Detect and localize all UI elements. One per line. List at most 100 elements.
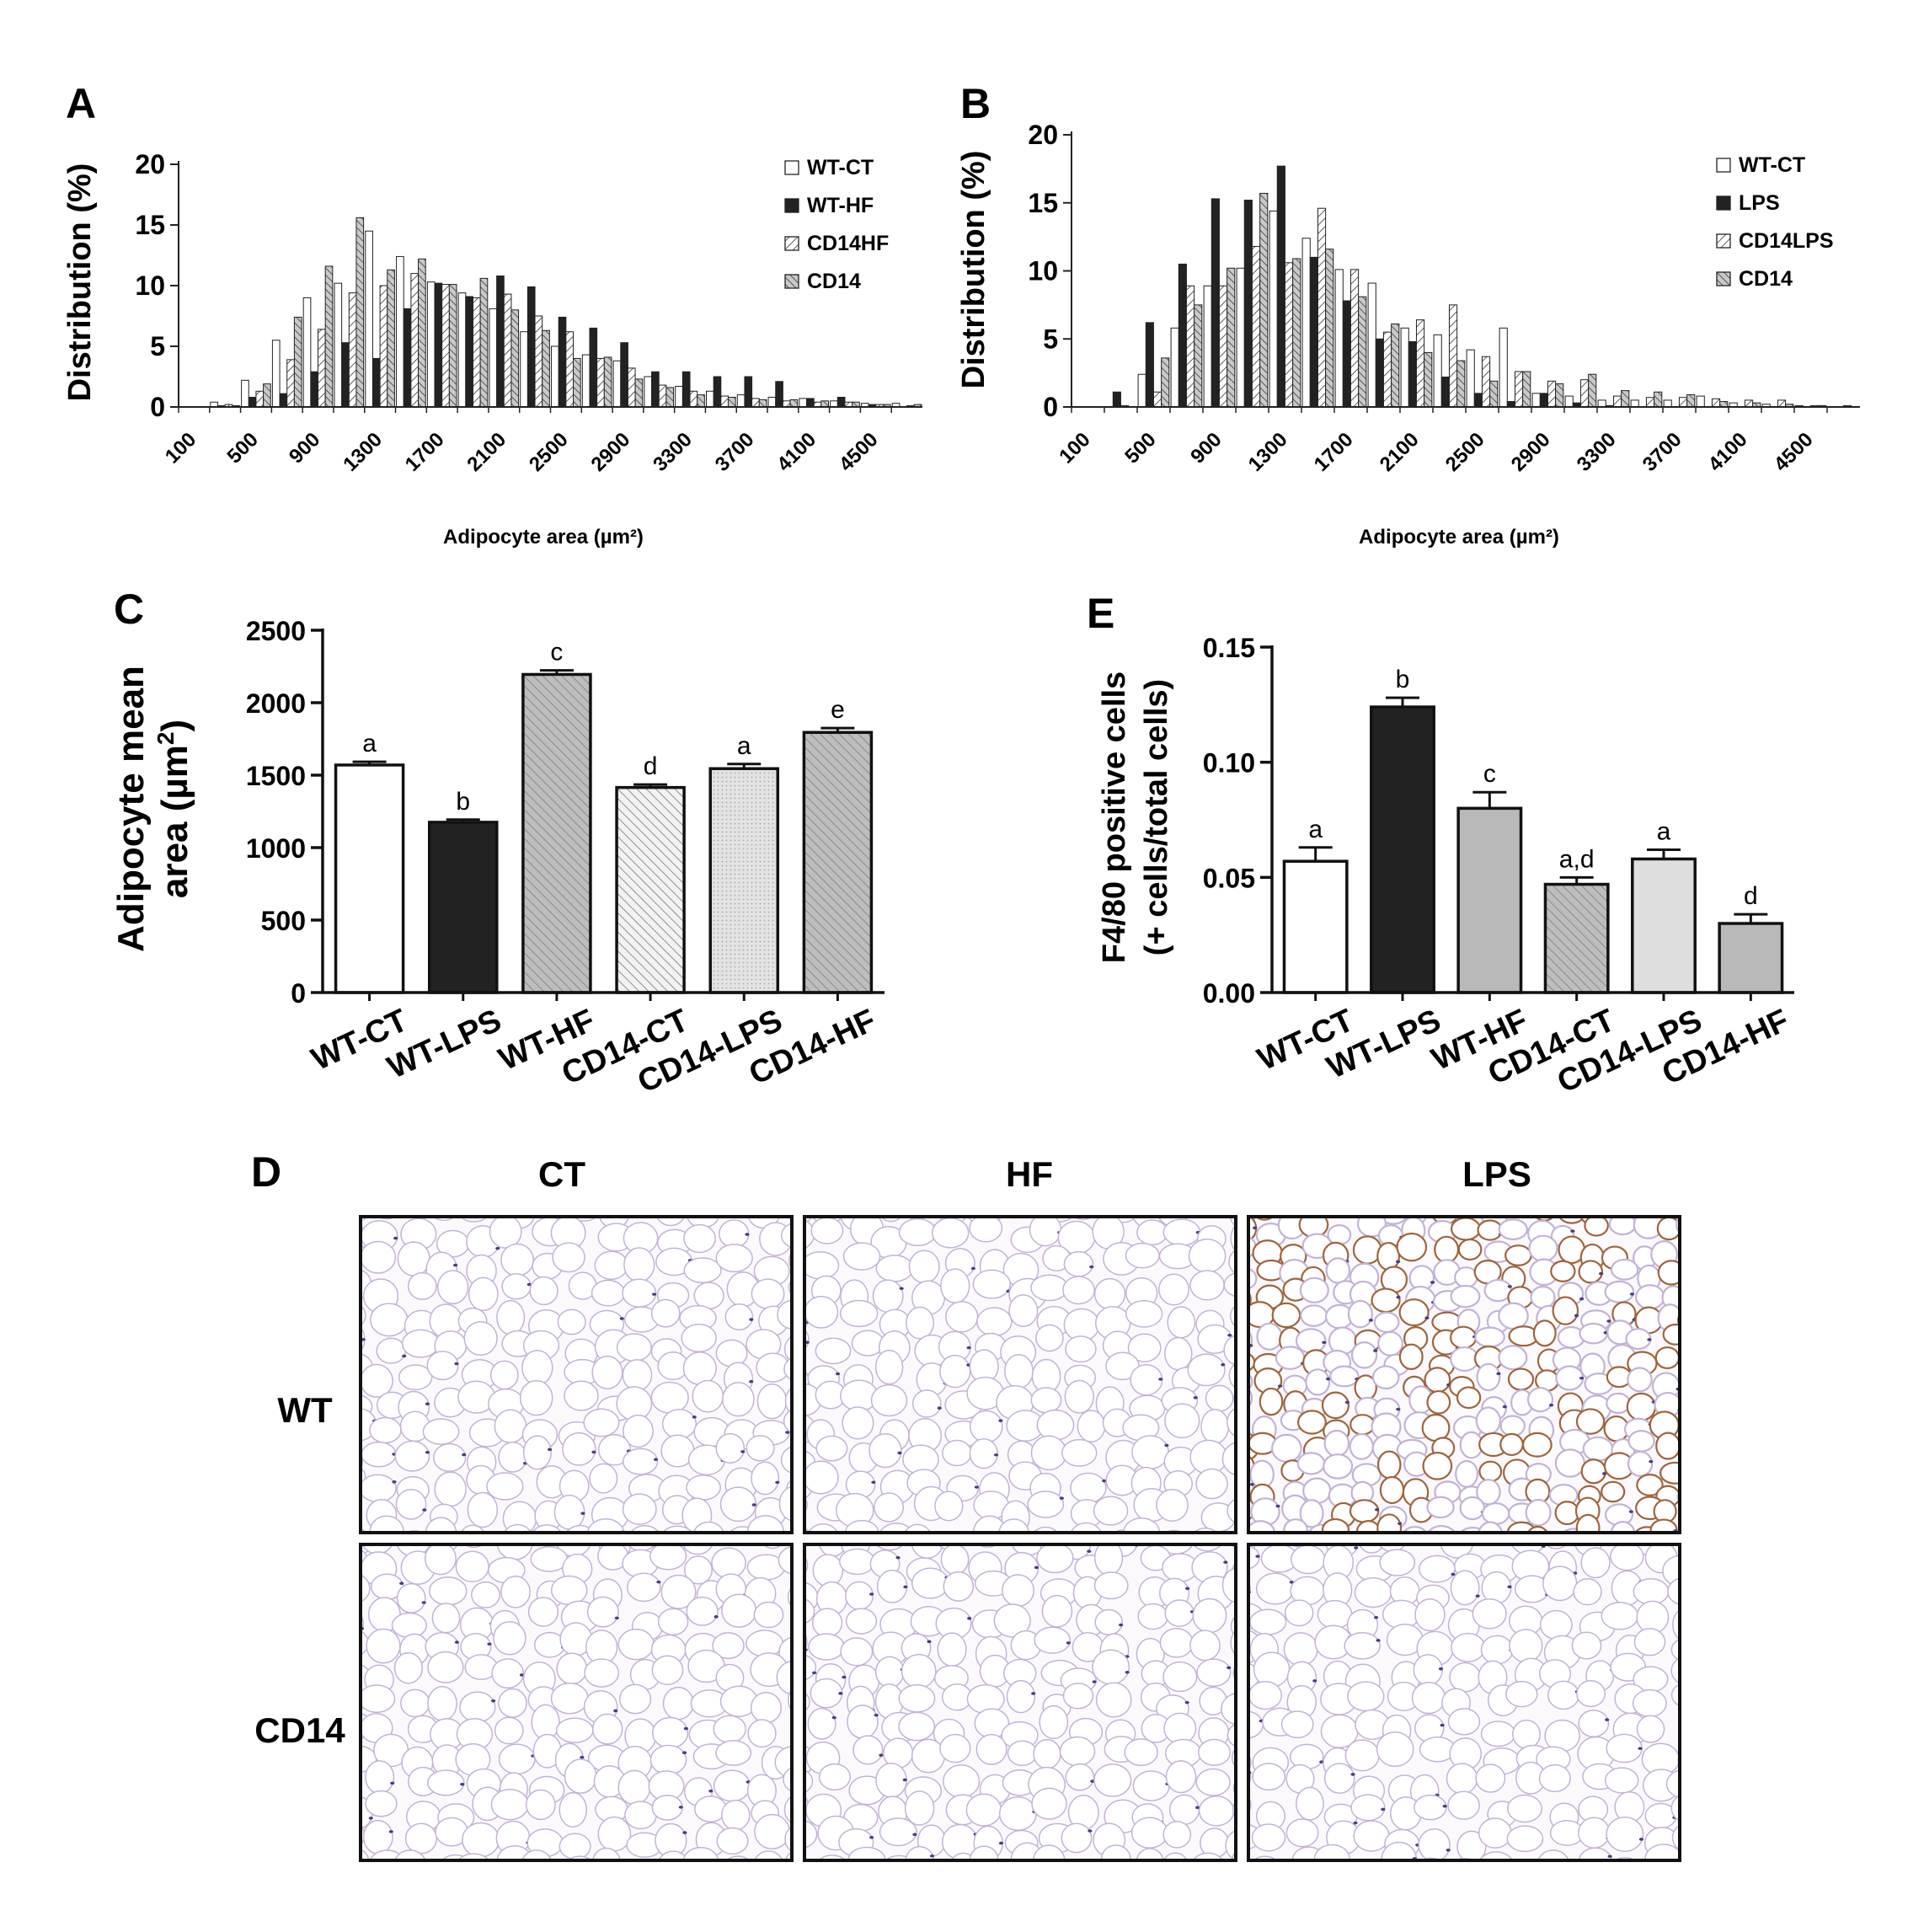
chart-e-sig-4: a,d [1559,845,1595,873]
chart-b-bar-2-4 [1178,263,1187,408]
chart-a-xtick-label-6: 2100 [462,428,510,476]
chart-a-bar-3-5 [318,329,326,408]
chart-a-bar-2-10 [465,296,473,408]
chart-a-ytick-label-5: 20 [135,149,165,179]
chart-a-legend-label-4: CD14 [807,270,861,293]
chart-a-bar-2-19 [744,376,753,408]
chart-e-sig-3: c [1483,760,1496,788]
chart-a-bar-2-16 [651,371,660,408]
chart-b-bar-1-14 [1499,327,1508,408]
chart-a-bar-1-6 [334,282,343,408]
chart-a-bar-1-21 [799,398,808,408]
chart-b-bar-1-5 [1203,285,1212,408]
chart-e-ylabel-line2: (+ cells/total cells) [1139,679,1174,955]
chart-b-bar-1-11 [1400,327,1409,408]
chart-a-xtick-label-7: 2500 [525,428,573,476]
chart-a-bar-3-6 [348,292,357,408]
chart-e: F4/80 positive cells (+ cells/total cell… [1097,633,1794,1100]
micrograph-cd14-hf [803,1543,1237,1862]
chart-a-xtick-label-11: 4100 [772,428,820,476]
chart-a-bar-1-7 [365,230,373,408]
chart-a-legend-swatch-4 [784,274,799,289]
chart-b-bar-2-13 [1473,393,1483,408]
chart-a-xtick-label-10: 3700 [711,428,759,476]
micrograph-cd14-lps [1247,1543,1681,1862]
chart-b-bar-1-4 [1170,327,1179,408]
chart-a-bar-4-4 [293,316,302,408]
chart-b-bar-3-12 [1448,304,1458,408]
chart-b-bar-4-12 [1456,360,1466,408]
micrograph-wt-hf-cells [804,1217,1236,1533]
chart-a-bar-1-22 [830,400,838,408]
chart-b-legend-swatch-1 [1716,158,1731,173]
chart-b-xtick-label-7: 2500 [1441,428,1489,476]
chart-b-bar-3-9 [1349,269,1360,408]
chart-a-bar-4-14 [603,356,612,408]
chart-b-bar-1-13 [1466,349,1475,408]
chart-a-bar-1-3 [241,379,249,408]
chart-e-sig-2: b [1396,666,1410,693]
panel-letter-d: D [251,1148,281,1196]
chart-c: Adipocyte mean area (µm2) abcdaeWT-CTWT-… [110,616,885,1100]
micrograph-wt-ct-frame [359,1215,794,1534]
chart-b-bar-2-3 [1145,322,1154,408]
chart-b-bar-3-19 [1678,397,1688,408]
chart-a-bar-3-10 [472,297,481,408]
chart-a-bar-2-5 [310,371,319,408]
chart-a-bar-2-15 [620,342,628,408]
chart-b-bar-3-7 [1284,262,1294,408]
micrograph-cd14-ct-cells [361,1544,792,1860]
chart-c-bar-2 [427,821,499,994]
chart-c-bar-5 [708,767,780,994]
chart-c-bar-1 [334,763,405,994]
chart-a-bar-3-20 [782,400,791,408]
micrograph-wt-hf [803,1215,1237,1534]
chart-a-bar-2-18 [713,376,722,408]
chart-c-ylabel-line1: Adipocyte mean [110,666,152,952]
micrograph-cd14-hf-cells [804,1544,1236,1860]
chart-a-bar-3-11 [503,293,512,408]
chart-b-bar-4-15 [1555,383,1564,408]
chart-b-xtick-label-8: 2900 [1507,428,1555,476]
chart-a-bar-3-17 [689,390,698,408]
chart-a-bar-1-14 [581,354,591,408]
chart-a-bar-4-18 [727,396,736,408]
chart-b-bar-3-4 [1185,285,1195,408]
chart-e-bar-6 [1718,922,1784,994]
chart-b-bar-2-6 [1243,200,1253,408]
chart-b-bar-3-15 [1547,380,1557,408]
chart-b-xtick-label-3: 900 [1186,428,1226,468]
chart-a-ytick-label-1: 0 [150,392,165,422]
chart-a-bar-1-12 [520,331,528,408]
chart-a-bar-2-12 [526,286,536,408]
micrograph-cd14-ct-frame [359,1543,794,1862]
chart-b-bar-1-12 [1433,334,1442,408]
chart-a-legend-label-3: CD14HF [807,232,889,255]
chart-e-bar-1 [1282,859,1349,994]
chart-b-ytick-label-2: 5 [1043,324,1058,354]
chart-b-bar-3-3 [1152,391,1162,408]
chart-a-bar-3-14 [596,357,605,408]
micrograph-col-lps: LPS [1462,1154,1531,1194]
chart-c-ytick-label-5: 2000 [246,688,306,719]
chart-b-legend-label-2: LPS [1739,191,1780,215]
chart-a-bar-2-20 [775,381,783,408]
chart-a-bar-4-9 [448,284,457,408]
micrograph-col-hf: HF [1006,1154,1053,1194]
chart-e-bar-4 [1543,882,1610,994]
chart-b-bar-1-3 [1137,373,1146,408]
chart-a-bar-2-22 [836,396,846,408]
chart-c-bar-6 [802,731,874,994]
chart-b-bar-4-5 [1227,267,1236,408]
micrograph-wt-lps [1247,1215,1681,1534]
chart-c-sig-3: c [550,639,563,666]
chart-c-ytick-label-3: 1000 [246,833,306,864]
chart-c-sig-6: e [831,696,845,724]
micrograph-wt-lps-cells [1248,1217,1680,1533]
chart-a-ytick-label-3: 10 [135,270,165,301]
chart-a-bar-4-7 [387,269,395,408]
micrograph-col-ct: CT [538,1154,585,1194]
panel-letter-a: A [66,80,96,127]
chart-a-bar-3-3 [255,390,265,408]
